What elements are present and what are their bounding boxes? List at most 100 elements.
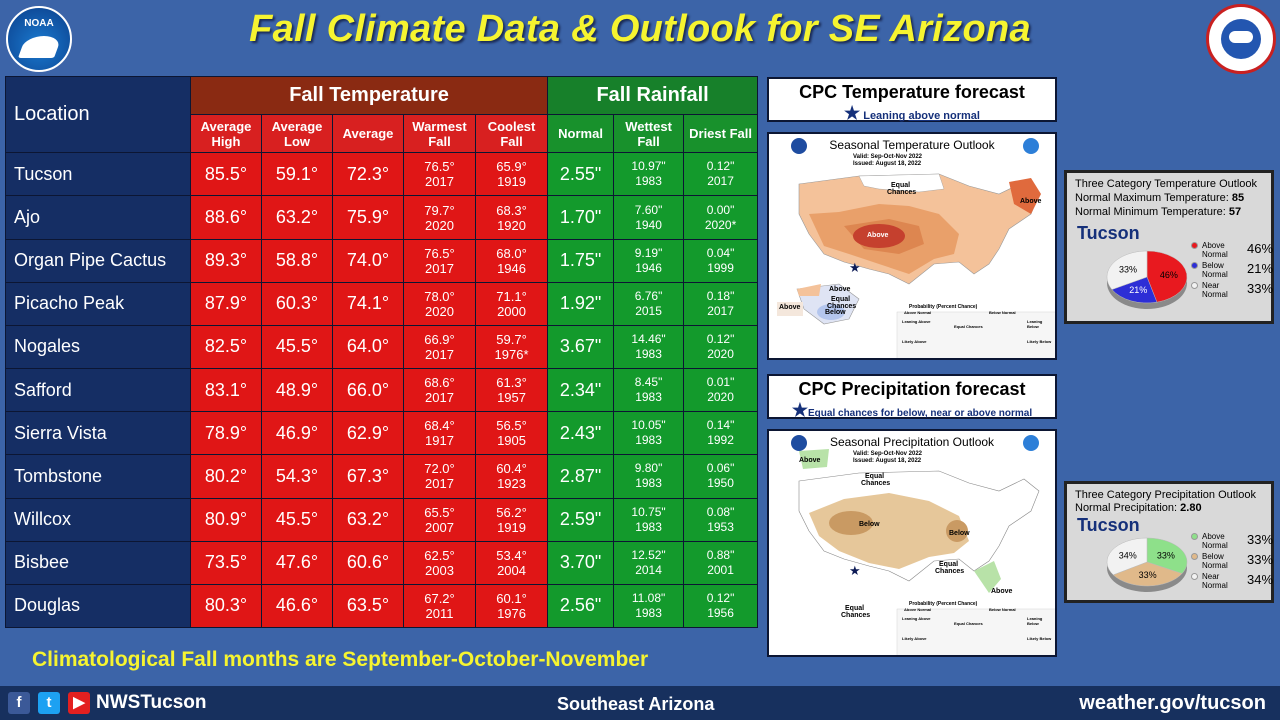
twitter-icon[interactable]: t: [38, 692, 60, 714]
location-name: Willcox: [14, 509, 71, 530]
normal-rain-cell: 3.67": [547, 324, 615, 370]
temp-pie-line2-val: 57: [1228, 206, 1242, 218]
normal-rain: 2.34": [559, 379, 602, 400]
warmest-value: 65.5°: [424, 504, 455, 520]
wettest-value: 14.46": [631, 331, 666, 346]
normal-rain: 2.59": [559, 509, 602, 530]
avg-high: 80.9°: [204, 509, 248, 530]
coolest-value: 60.1°: [496, 590, 527, 606]
precipitation-pie-box: Three Category Precipitation Outlook Nor…: [1064, 481, 1274, 603]
coolest-year: 1976*: [494, 346, 529, 362]
coolest-year: 2000: [497, 303, 526, 319]
driest-cell: 0.01" 2020: [683, 368, 759, 413]
legend-sub: Normal: [1202, 561, 1228, 570]
legend-sub: Normal: [1202, 250, 1228, 259]
warmest-value: 72.0°: [424, 461, 455, 477]
avg-temp: 66.0°: [346, 379, 390, 400]
coolest-cell: 60.4° 1923: [474, 454, 549, 499]
coolest-cell: 53.4° 2004: [474, 540, 549, 585]
avg-low: 45.5°: [275, 509, 319, 530]
wettest-value: 9.19": [634, 245, 663, 260]
precip-map-label-equal-se: Equal: [939, 561, 959, 568]
avg-high-cell: 80.3°: [190, 583, 262, 629]
pie-slice-near: [1106, 250, 1148, 290]
cpc-temp-sub-em: above: [908, 110, 941, 122]
table-row: Tombstone 80.2° 54.3° 67.3° 72.0° 2017 60.4° 19…: [5, 454, 759, 499]
wettest-year: 2014: [635, 562, 662, 577]
precip-map-legend-below: Below Normal: [989, 607, 1016, 612]
facebook-icon[interactable]: f: [8, 692, 30, 714]
website-link[interactable]: weather.gov/tucson: [1079, 692, 1266, 714]
coolest-value: 53.4°: [496, 547, 527, 563]
driest-year: 1950: [707, 476, 734, 491]
warmest-cell: 72.0° 2017: [403, 454, 476, 499]
avg-cell: 62.9°: [332, 411, 404, 456]
warmest-value: 78.0°: [424, 288, 455, 304]
coolest-value: 56.5°: [496, 418, 527, 434]
temperature-map-graphic: ★: [777, 173, 1055, 358]
avg-high-cell: 73.5°: [190, 540, 262, 585]
location-header: Location: [5, 75, 191, 154]
table-row: Tucson 85.5° 59.1° 72.3° 76.5° 2017 65.9° 1919 2…: [5, 152, 759, 197]
avg-low-cell: 47.6°: [261, 540, 333, 585]
cpc-precip-heading: CPC Precipitation forecast: [798, 379, 1026, 399]
pie-slice-near: [1106, 537, 1148, 576]
driest-value: 0.04": [706, 245, 735, 260]
precip-map-label-chances-se: Chances: [935, 568, 965, 575]
location-name: Tucson: [14, 163, 73, 184]
nws-logo-cloud-icon: [1229, 31, 1253, 43]
driest-cell: 0.12" 2020: [683, 324, 759, 370]
temp-map-label-chances: Chances: [887, 189, 917, 196]
normal-rain-cell: 2.43": [547, 411, 615, 456]
warmest-year: 2017: [425, 390, 454, 406]
driest-value: 0.12": [706, 590, 735, 605]
avg-high: 87.9°: [204, 293, 248, 314]
wettest-value: 9.80": [634, 461, 663, 476]
location-name: Ajo: [14, 207, 41, 227]
precipitation-pie-chart: 33%33%34%: [1106, 537, 1188, 592]
warmest-cell: 68.4° 1917: [403, 411, 476, 456]
legend-sub: Normal: [1202, 290, 1228, 299]
precip-pie-city: Tucson: [1077, 515, 1140, 535]
driest-year: 2017: [707, 303, 734, 318]
coolest-value: 65.9°: [496, 159, 527, 175]
temp-map-label-above-ne: Above: [1020, 198, 1042, 205]
youtube-icon[interactable]: ▶: [68, 692, 90, 714]
temp-map-label-above-hi: Above: [779, 304, 801, 311]
table-row: Safford 83.1° 48.9° 66.0° 68.6° 2017 61.3° 1957…: [5, 368, 759, 413]
precip-map-lean-below: Leaning Below: [1027, 616, 1043, 626]
driest-value: 0.08": [706, 504, 735, 519]
warmest-value: 68.4°: [424, 418, 455, 434]
legend-sub: Normal: [1202, 581, 1228, 590]
avg-cell: 66.0°: [332, 368, 404, 413]
avg-temp: 63.5°: [346, 595, 390, 616]
avg-low-cell: 45.5°: [261, 497, 333, 542]
wettest-year: 1983: [635, 433, 662, 448]
wettest-year: 1983: [635, 476, 662, 491]
warmest-value: 76.5°: [424, 159, 455, 175]
temp-pie-line1: Normal Maximum Temperature:: [1075, 192, 1232, 204]
driest-value: 0.12": [706, 159, 735, 174]
temp-map-legend-below: Below Normal: [989, 310, 1016, 315]
precip-map-likely-above: Likely Above: [902, 636, 927, 641]
avg-cell: 75.9°: [332, 195, 404, 240]
pie-slice-label: 21%: [1129, 285, 1147, 295]
location-name: Tombstone: [14, 465, 103, 486]
temperature-outlook-map: ★ Seasonal Temperature Outlook Valid: Se…: [767, 132, 1057, 360]
normal-rain: 3.67": [559, 336, 602, 357]
avg-cell: 74.0°: [332, 238, 404, 283]
social-handle[interactable]: NWSTucson: [96, 692, 207, 713]
temp-col-header: Average High: [190, 114, 262, 154]
precip-pie-title: Three Category Precipitation Outlook: [1075, 489, 1256, 501]
normal-rain-cell: 1.70": [547, 195, 615, 240]
legend-cat: Near: [1202, 572, 1220, 581]
warmest-cell: 78.0° 2020: [403, 281, 476, 326]
precip-map-label-above-ak: Above: [799, 457, 821, 464]
star-icon: ★: [844, 103, 861, 123]
location-cell: Tombstone: [5, 454, 191, 499]
wettest-year: 1946: [635, 260, 662, 275]
pie-legend-pct: 33%: [1247, 552, 1274, 567]
coolest-year: 1923: [497, 476, 526, 492]
temp-map-valid: Valid: Sep-Oct-Nov 2022: [853, 154, 923, 160]
temp-map-likely-below: Likely Below: [1027, 339, 1052, 344]
